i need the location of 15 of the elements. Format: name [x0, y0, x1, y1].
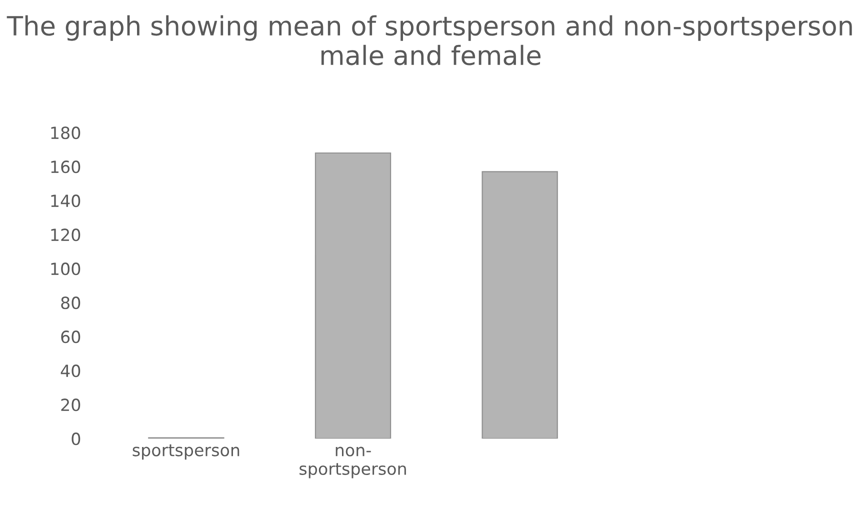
x-tick-label: sportsperson	[132, 444, 240, 460]
y-tick-label: 120	[51, 228, 80, 242]
y-tick-label: 80	[61, 296, 80, 310]
y-tick-label: 0	[72, 432, 80, 446]
y-tick-label: 20	[61, 398, 80, 412]
y-tick-label: 180	[51, 126, 80, 140]
bar	[314, 152, 392, 439]
y-tick-label: 40	[60, 364, 80, 378]
y-tick-label: 60	[61, 330, 80, 344]
x-tick-label: non- sportsperson	[300, 446, 406, 478]
chart-title: The graph showing mean of sportsperson and non-sportsperson male and female	[6, 15, 852, 66]
y-tick-label: 140	[51, 194, 80, 208]
y-tick-label: 160	[51, 160, 80, 174]
bar	[482, 171, 558, 439]
y-tick-label: 100	[51, 262, 80, 276]
